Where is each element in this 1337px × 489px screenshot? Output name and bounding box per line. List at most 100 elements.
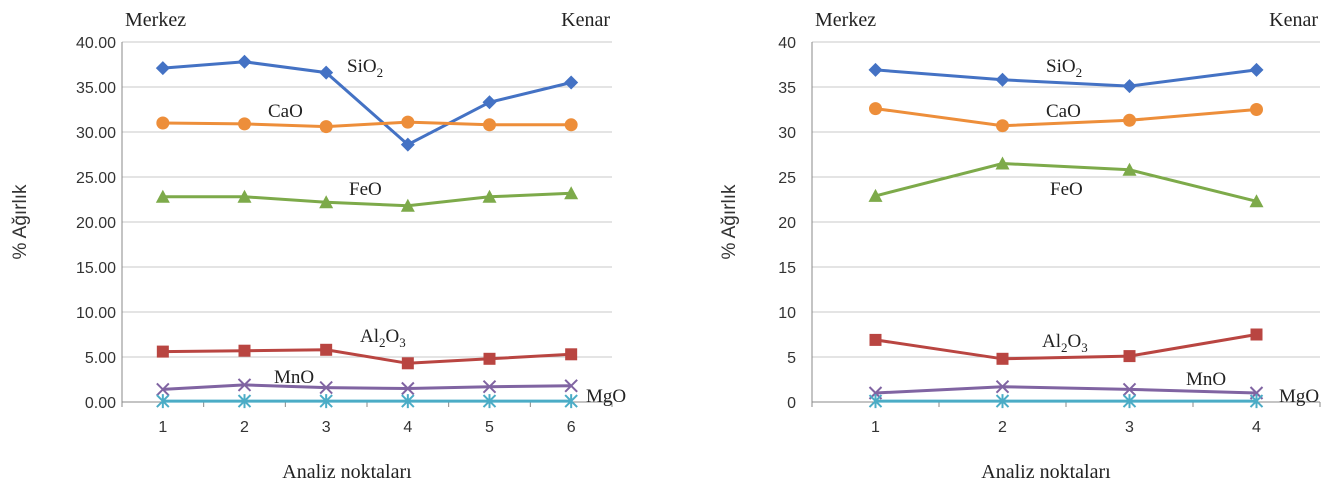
data-point-FeO: [319, 195, 334, 209]
y-tick-label: 15.00: [76, 260, 116, 277]
x-tick-label: 1: [158, 419, 167, 436]
data-point-CaO: [238, 117, 251, 131]
series-label-Al2O3: Al2O3: [1042, 331, 1088, 355]
data-point-SiO2: [564, 75, 579, 90]
data-point-MnO: [319, 380, 333, 395]
series-line-Al2O3: [875, 333, 1257, 361]
series-label-MnO: MnO: [1186, 369, 1226, 390]
y-tick-label: 20.00: [76, 215, 116, 232]
series-MnO: MnO: [868, 369, 1264, 400]
data-point-CaO: [319, 120, 333, 134]
series-line-CaO: [875, 107, 1257, 128]
y-tick-label: 20: [778, 215, 796, 232]
data-point-SiO2: [400, 137, 415, 152]
y-tick-label: 10: [778, 305, 796, 322]
data-point-SiO2: [155, 61, 170, 76]
series-label-SiO2: SiO2: [347, 56, 383, 80]
series-FeO: FeO: [155, 179, 579, 212]
series-MnO: MnO: [156, 367, 578, 397]
data-point-SiO2: [237, 54, 252, 69]
x-axis-title: Analiz noktaları: [282, 461, 412, 483]
x-tick-label: 2: [240, 419, 249, 436]
data-point-MgO: [868, 394, 883, 409]
data-point-CaO: [1123, 113, 1136, 127]
series-Al2O3: Al2O3: [156, 326, 578, 370]
data-point-FeO: [1249, 194, 1264, 208]
data-point-MgO: [1122, 394, 1137, 409]
x-tick-label: 5: [485, 419, 494, 436]
data-point-MgO: [401, 394, 415, 409]
x-tick-label: 1: [871, 419, 880, 436]
y-tick-label: 15: [778, 260, 796, 277]
series-SiO2: SiO2: [868, 56, 1264, 94]
data-point-Al2O3: [401, 357, 414, 370]
data-point-Al2O3: [320, 343, 333, 356]
data-point-Al2O3: [1123, 350, 1136, 363]
data-point-Al2O3: [483, 352, 496, 365]
series-line-SiO2: [162, 60, 572, 147]
y-tick-label: 30: [778, 125, 796, 142]
series-line-Al2O3: [162, 348, 572, 365]
series-label-MnO: MnO: [274, 367, 314, 388]
y-tick-label: 5.00: [85, 350, 116, 367]
y-axis-title: % Ağırlık: [10, 184, 31, 259]
data-point-Al2O3: [238, 344, 251, 357]
data-point-SiO2: [319, 65, 334, 80]
y-tick-label: 25: [778, 170, 796, 187]
series-label-SiO2: SiO2: [1046, 56, 1082, 80]
chart-panel-2: 0 5 10 15 20 25 30 35 40 1 2 3 4 SiO2 CaO FeO Al2O3 MnO Mg…: [719, 9, 1321, 483]
data-point-CaO: [869, 102, 882, 116]
data-point-FeO: [155, 189, 170, 203]
data-point-FeO: [564, 186, 579, 200]
series-MgO: MgO: [868, 386, 1319, 409]
series-line-MnO: [875, 385, 1257, 395]
series-line-CaO: [162, 120, 572, 129]
series-label-CaO: CaO: [268, 101, 303, 122]
data-point-FeO: [482, 189, 497, 203]
data-point-MgO: [482, 394, 497, 409]
data-point-FeO: [237, 189, 252, 203]
series-Al2O3: Al2O3: [869, 328, 1263, 365]
x-tick-label: 4: [403, 419, 412, 436]
data-point-MnO: [482, 379, 497, 394]
data-point-SiO2: [482, 95, 497, 110]
series-line-SiO2: [875, 68, 1257, 88]
data-point-MnO: [156, 382, 170, 397]
x-tick-label: 2: [998, 419, 1007, 436]
data-point-CaO: [996, 119, 1009, 133]
y-tick-label: 35.00: [76, 80, 116, 97]
data-point-MgO: [237, 394, 252, 409]
series-CaO: CaO: [156, 101, 578, 134]
data-point-Al2O3: [1250, 328, 1263, 341]
corner-label-right: Kenar: [561, 9, 610, 31]
data-point-FeO: [400, 198, 415, 212]
data-point-CaO: [483, 118, 496, 132]
data-point-Al2O3: [996, 352, 1009, 365]
series-SiO2: SiO2: [155, 54, 579, 152]
data-point-FeO: [995, 156, 1010, 170]
data-point-Al2O3: [156, 345, 169, 358]
y-tick-label: 25.00: [76, 170, 116, 187]
corner-label-right: Kenar: [1269, 9, 1318, 31]
series-line-FeO: [875, 161, 1257, 203]
series-CaO: CaO: [869, 101, 1263, 133]
data-point-SiO2: [1122, 79, 1137, 94]
y-tick-label: 0: [787, 395, 796, 412]
data-point-MgO: [1249, 394, 1264, 409]
series-label-MgO: MgO: [586, 386, 626, 407]
data-point-Al2O3: [565, 348, 578, 361]
data-point-MgO: [995, 394, 1010, 409]
y-tick-label: 0.00: [85, 395, 116, 412]
x-tick-label: 3: [322, 419, 331, 436]
data-point-MnO: [564, 379, 578, 393]
data-point-MgO: [564, 394, 578, 409]
data-point-SiO2: [995, 72, 1010, 87]
y-axis-title: % Ağırlık: [719, 184, 740, 259]
data-point-CaO: [1250, 103, 1263, 116]
data-point-CaO: [401, 115, 415, 129]
y-tick-label: 30.00: [76, 125, 116, 142]
series-line-MnO: [162, 383, 572, 391]
series-line-FeO: [162, 191, 572, 208]
x-axis-title: Analiz noktaları: [981, 461, 1111, 483]
